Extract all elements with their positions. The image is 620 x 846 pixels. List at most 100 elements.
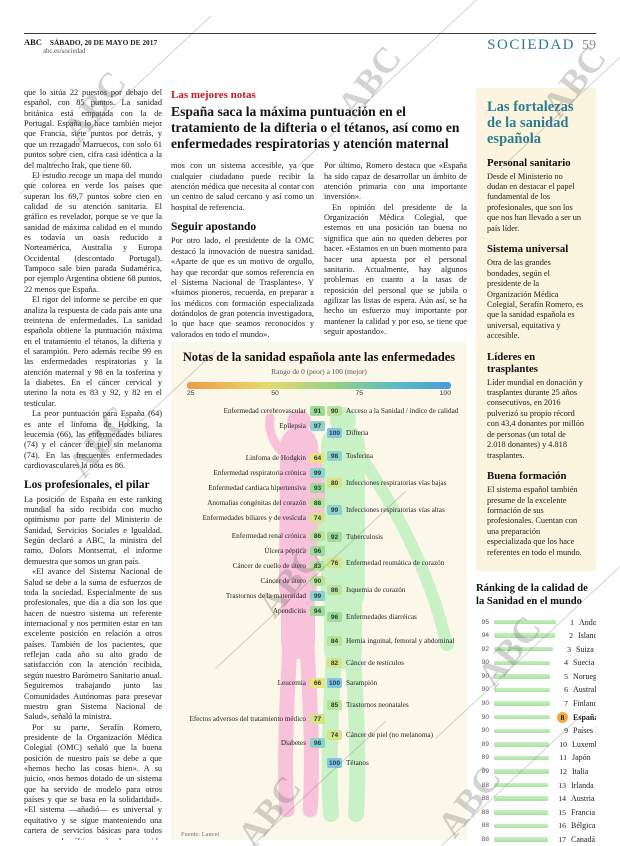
disease-score-row: 85 Trastornos neonatales [327, 700, 465, 711]
score-chip: 99 [310, 591, 325, 602]
score-chip: 96 [310, 546, 325, 557]
highlight-rank-circle: 8 [557, 711, 568, 723]
score-chip: 90 [327, 406, 342, 417]
ranking-value: 89 [481, 740, 489, 748]
ranking-row: 88 15 Francia [476, 806, 596, 820]
brand-logo: ABC [24, 37, 42, 47]
disease-label: Sarampión [346, 679, 378, 688]
disease-label: Cáncer de testículos [346, 659, 404, 668]
ranking-row: 90 7 Finlandia [476, 697, 596, 711]
human-silhouettes-illustration [265, 407, 454, 823]
ranking-country: Japón [572, 753, 591, 763]
strength-text: Desde el Ministerio no dudan en destacar… [487, 171, 582, 233]
scale-tick-label: 100 [439, 390, 451, 398]
disease-label: Tosferina [346, 452, 374, 461]
female-silhouette [265, 410, 326, 818]
ranking-value: 89 [481, 768, 489, 776]
issue-date: SÁBADO, 20 DE MAYO DE 2017 [49, 38, 158, 47]
ranking-value: 90 [481, 727, 489, 735]
infographic-panel: Notas de la sanidad española ante las en… [171, 342, 467, 840]
ranking-bar [494, 769, 549, 774]
strength-text: Líder mundial en donación y trasplantes … [487, 377, 585, 460]
disease-score-row: Enfermedad cardiaca hipertensiva 93 [173, 483, 325, 494]
headline: España saca la máxima puntuación en el t… [171, 104, 460, 151]
body-columns: mos con un sistema accesible, ya que cua… [171, 161, 467, 337]
ranking-bar [494, 782, 548, 788]
masthead: ABC SÁBADO, 20 DE MAYO DE 2017 abc.es/so… [24, 37, 157, 56]
ranking-bar [494, 714, 550, 720]
score-chip: 88 [310, 498, 325, 509]
disease-score-row: 76 Enfermedad reumática de corazón [327, 558, 465, 569]
disease-label: Diabetes [280, 739, 306, 748]
score-chip: 98 [327, 451, 342, 462]
scale-ticks: 25 50 75 100 [187, 390, 451, 397]
ranking-rank: 7 [564, 699, 568, 709]
disease-score-row: Cáncer de útero 90 [173, 576, 325, 587]
right-column: Las fortalezas de la sanidad española Pe… [476, 88, 596, 844]
disease-score-row: 100 Sarampión [327, 678, 465, 689]
score-chip: 98 [310, 738, 325, 749]
ranking-rank: 3 [567, 644, 571, 654]
ranking-list: 951Andorra942Islandia923Suiza904Suecia90… [476, 615, 596, 846]
score-chip: 90 [310, 576, 325, 587]
article-subhead: Los profesionales, el pilar [24, 479, 150, 492]
score-chip: 85 [327, 700, 342, 711]
strengths-items: Personal sanitario Desde el Ministerio no… [487, 157, 585, 559]
disease-score-row: 80 Infecciones respiratorias vías bajas [327, 478, 465, 489]
ranking-row: 95 1 Andorra [476, 615, 596, 629]
ranking-bar [494, 823, 548, 829]
ranking-value: 95 [481, 618, 489, 626]
ranking-country: Noruega [573, 671, 596, 681]
disease-label: Tuberculosis [346, 533, 383, 542]
disease-score-row: Anomalías congénitas del corazón 88 [173, 498, 325, 509]
body-column-2: mos con un sistema accesible, ya que cua… [171, 161, 314, 337]
ranking-rank: 11 [559, 753, 567, 763]
ranking-title: Ránking de la calidad de la Sanidad en e… [476, 583, 588, 607]
ranking-bar [494, 755, 549, 761]
disease-score-row: 92 Tuberculosis [327, 532, 465, 543]
ranking-value: 94 [481, 632, 489, 640]
page-number: 59 [582, 38, 596, 53]
ranking-rank: 15 [558, 807, 566, 817]
disease-label: Isquemia de corazón [346, 586, 406, 595]
score-chip: 66 [310, 678, 325, 689]
gradient-scale-bar [187, 382, 451, 390]
disease-scores-left-list: Enfermedad cerebrovascular 91 Epilepsia 97 L… [173, 402, 325, 749]
disease-score-row: Leucemia 66 [173, 678, 325, 689]
article-paragraph: «El avance del Sistema Nacional de Salud… [24, 567, 162, 722]
article-paragraph: La posición de España en este ranking mu… [24, 494, 162, 566]
disease-label: Linfoma de Hodgkin [245, 454, 306, 463]
ranking-country: Bélgica [571, 821, 596, 831]
disease-score-row: Epilepsia 97 [173, 421, 325, 432]
ranking-bar [494, 619, 556, 625]
ranking-bar [494, 742, 549, 747]
ranking-rank: 8 [550, 711, 568, 723]
ranking-value: 92 [481, 645, 489, 653]
disease-label: Apendicitis [272, 607, 306, 616]
body-column-3: Por último, Romero destaca que «España h… [324, 161, 467, 337]
ranking-country: España [573, 712, 596, 722]
score-chip: 100 [327, 428, 342, 439]
disease-score-row: Enfermedad cerebrovascular 91 [173, 406, 325, 417]
score-chip: 99 [327, 505, 342, 516]
ranking-rank: 10 [559, 739, 567, 749]
disease-label: Leucemia [277, 679, 306, 688]
ranking-bar [494, 646, 553, 652]
strength-heading: Sistema universal [487, 243, 569, 256]
scale-tick-label: 50 [271, 390, 279, 398]
strength-text: El sistema español también presume de la… [487, 485, 582, 557]
source-note: Fuente: Lancet [181, 831, 220, 838]
ranking-value: 89 [481, 754, 489, 762]
page-header: ABC SÁBADO, 20 DE MAYO DE 2017 abc.es/so… [24, 33, 596, 56]
ranking-value: 88 [481, 781, 489, 789]
article-paragraph: El estudio recoge un mapa del mundo que … [24, 170, 162, 294]
disease-score-row: 96 Enfermedades diarréicas [327, 612, 465, 623]
disease-score-row: Enfermedad respiratoria crónica 99 [173, 468, 325, 479]
disease-label: Trastornos de la maternidad [225, 592, 306, 601]
disease-score-row: Linfoma de Hodgkin 64 [173, 453, 325, 464]
ranking-bar [494, 810, 548, 815]
ranking-rank: 16 [558, 821, 566, 831]
infographic-body: Enfermedad cerebrovascular 91 Epilepsia 97 L… [173, 402, 465, 834]
ranking-rank: 13 [558, 780, 566, 790]
ranking-country: Luxemburgo [572, 739, 596, 749]
